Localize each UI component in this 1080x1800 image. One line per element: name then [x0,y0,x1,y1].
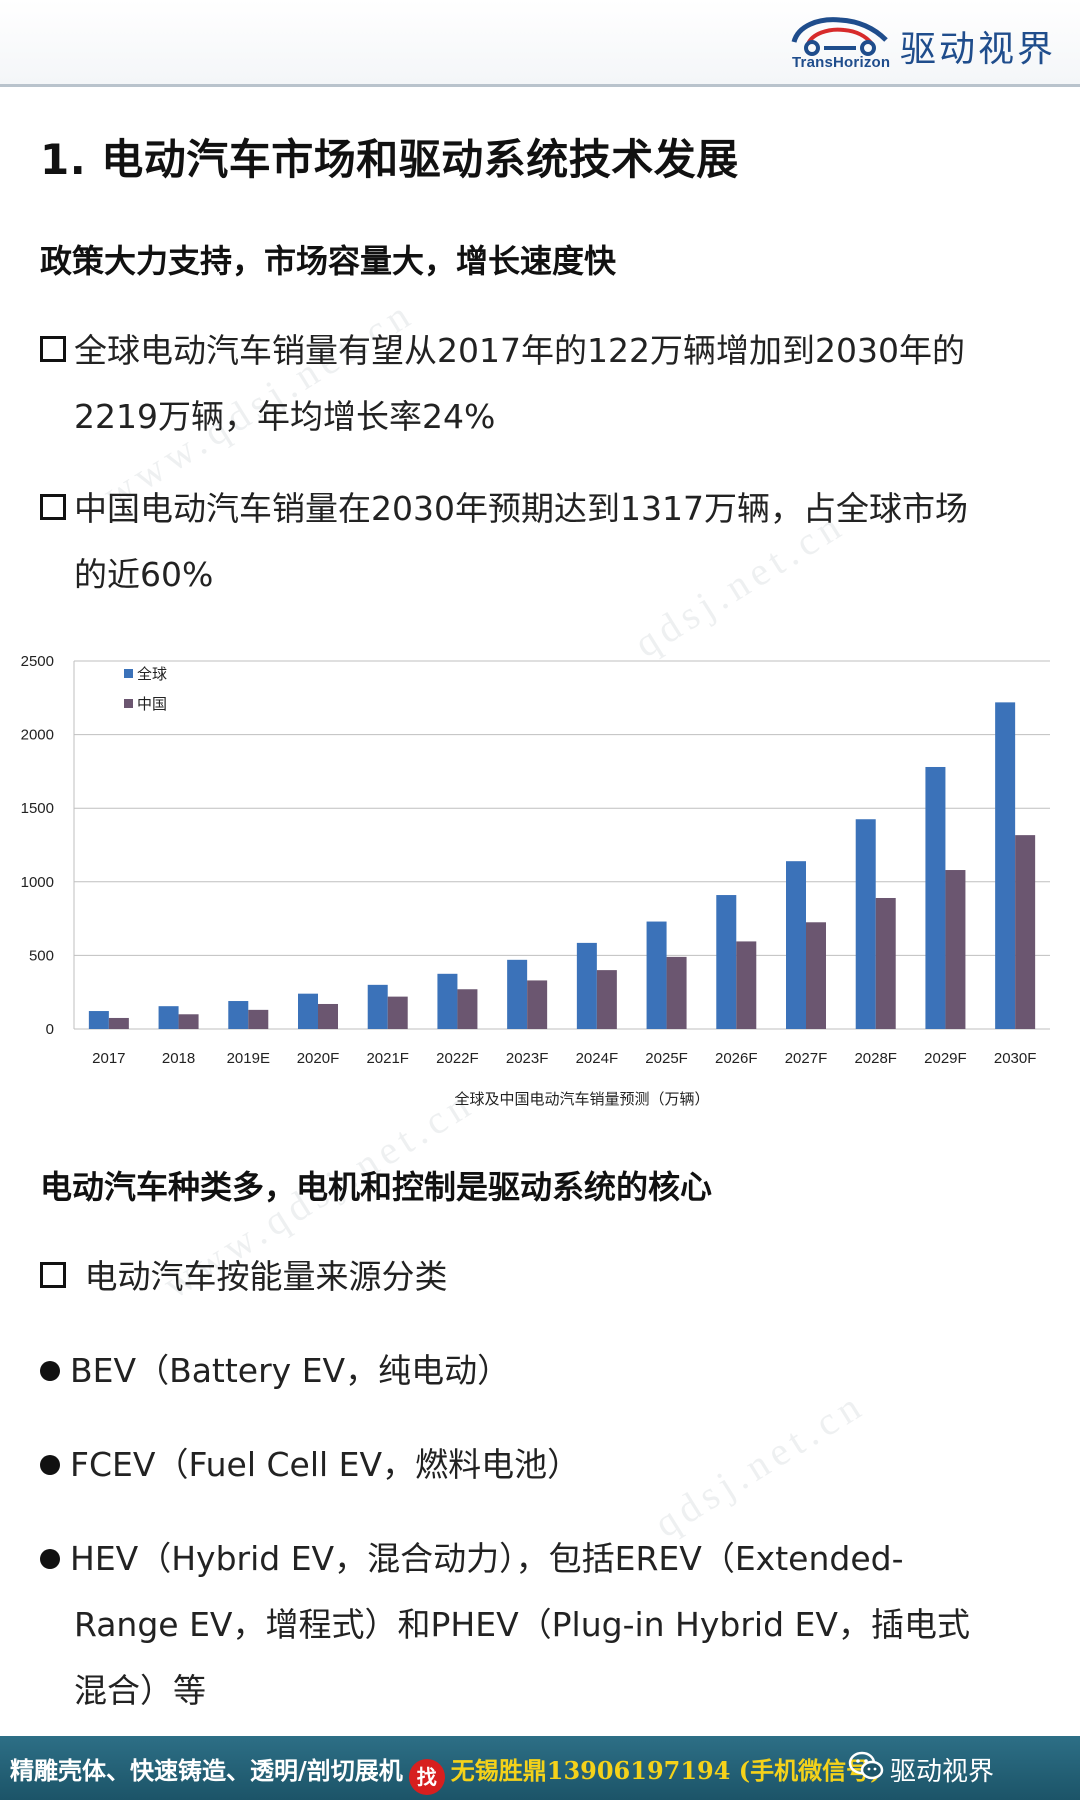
x-tick-label: 2020F [297,1050,340,1067]
x-tick-label: 2022F [436,1050,479,1067]
bar-global [298,993,318,1029]
footer-promo-text: 精雕壳体、快速铸造、透明/剖切展机 [10,1756,403,1785]
legend-label: 中国 [137,696,167,713]
footer-promo: 精雕壳体、快速铸造、透明/剖切展机找无锡胜鼎13906197194 (手机微信号… [10,1751,882,1795]
ev-sales-chart: 0 500 1000 1500 2000 2500 2017 2018 2019E 2020F 20… [0,645,1080,1115]
legend-label: 全球 [137,665,167,683]
square-bullet-icon [40,336,66,362]
square-bullet-icon [40,494,66,520]
legend-swatch [124,669,133,678]
bar-china [318,1003,338,1029]
bullet-china-sales: 中国电动汽车销量在2030年预期达到1317万辆，占全球市场 的近60% [40,476,1040,608]
section1-heading: 政策大力支持，市场容量大，增长速度快 [40,242,617,280]
section2-heading: 电动汽车种类多，电机和控制是驱动系统的核心 [40,1168,713,1206]
x-tick-label: 2023F [506,1050,549,1067]
bar-global [716,895,737,1029]
list-item-bev: BEV（Battery EV，纯电动） [40,1338,1040,1404]
find-badge: 找 [408,1759,445,1795]
y-tick-label: 0 [46,1021,54,1038]
bullet-line: 的近60% [74,555,214,594]
x-tick-label: 2019E [227,1050,270,1067]
x-tick-label: 2024F [576,1050,619,1067]
bar-global [437,973,458,1029]
footer-brand[interactable]: 驱动视界 [890,1757,995,1787]
car-cloud-logo-icon [791,17,888,56]
wechat-icon [848,1751,884,1780]
bar-global [88,1011,109,1029]
bar-china [736,941,757,1029]
bar-global [158,1006,179,1029]
brand-logo[interactable]: TransHorizon 驱动视界 [788,8,1078,78]
x-tick-label: 2030F [994,1050,1037,1067]
dot-bullet-icon [40,1549,60,1569]
dot-bullet-icon [40,1455,60,1475]
chart-svg: 0 500 1000 1500 2000 2500 2017 2018 2019E 2020F 20… [21,653,1050,1108]
y-tick-label: 2500 [21,653,54,670]
x-tick-label: 2028F [854,1050,897,1067]
footer-contact[interactable]: 无锡胜鼎13906197194 (手机微信号) [450,1756,882,1785]
x-tick-label: 2029F [924,1050,967,1067]
x-tick-label: 2025F [645,1050,688,1067]
x-tick-label: 2026F [715,1050,758,1067]
bar-china [596,970,617,1029]
bar-china [1015,835,1036,1029]
bar-china [457,989,478,1029]
logo-english-name: TransHorizon [792,54,891,71]
classification-intro: 电动汽车按能量来源分类 [40,1244,1040,1310]
square-bullet-icon [40,1262,66,1288]
y-tick-label: 500 [29,947,54,964]
chart-title: 全球及中国电动汽车销量预测（万辆） [454,1090,709,1108]
bar-global [507,959,528,1029]
bar-china [806,922,826,1029]
bullet-line: 中国电动汽车销量在2030年预期达到1317万辆，占全球市场 [40,476,1040,542]
x-tick-label: 2018 [162,1050,195,1067]
list-item-hev: HEV（Hybrid EV，混合动力），包括EREV（Extended- Ran… [40,1526,1040,1724]
bar-china [945,870,966,1029]
x-tick-label: 2017 [92,1050,125,1067]
logo-chinese-name: 驱动视界 [900,29,1057,70]
y-tick-label: 2000 [21,727,54,744]
list-item-line: Range EV，增程式）和PHEV（Plug-in Hybrid EV，插电式 [74,1605,970,1644]
legend-swatch [124,699,133,708]
header-bar: TransHorizon 驱动视界 [0,0,1080,87]
bar-global [576,942,597,1029]
bar-china [387,996,408,1029]
bar-china [666,956,687,1029]
bar-global [995,702,1016,1029]
bar-china [108,1017,129,1029]
bar-global [646,921,667,1029]
x-tick-label: 2027F [785,1050,828,1067]
y-tick-label: 1500 [21,800,54,817]
footer-bar: 精雕壳体、快速铸造、透明/剖切展机找无锡胜鼎13906197194 (手机微信号… [0,1736,1080,1800]
x-tick-label: 2021F [366,1050,409,1067]
dot-bullet-icon [40,1361,60,1381]
bar-china [527,980,548,1029]
bar-global [855,819,876,1029]
bar-china [875,897,896,1029]
bullet-global-sales: 全球电动汽车销量有望从2017年的122万辆增加到2030年的 2219万辆，年… [40,318,1040,450]
bar-global [228,1001,249,1029]
bullet-line: 2219万辆，年均增长率24% [74,397,496,436]
bar-global [925,766,946,1029]
bar-china [248,1009,269,1029]
bullet-line: 全球电动汽车销量有望从2017年的122万辆增加到2030年的 [40,318,1040,384]
bar-global [786,861,806,1029]
y-tick-label: 1000 [21,874,54,891]
list-item-fcev: FCEV（Fuel Cell EV，燃料电池） [40,1432,1040,1498]
bar-china [178,1014,199,1029]
page-title: 1. 电动汽车市场和驱动系统技术发展 [40,135,739,184]
bar-global [367,984,388,1029]
list-item-line: 混合）等 [74,1671,206,1710]
